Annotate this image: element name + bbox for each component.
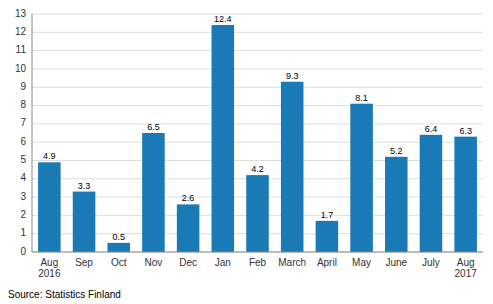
x-tick-label: Sep — [75, 257, 93, 268]
bar — [281, 82, 304, 252]
bar — [212, 25, 235, 252]
data-label: 5.2 — [390, 146, 403, 156]
x-tick-label: April — [317, 257, 337, 268]
y-tick-label: 11 — [16, 44, 27, 55]
grid-line — [32, 252, 483, 253]
bar — [107, 243, 130, 252]
data-labels: 4.9 3.3 0.5 6.5 2.6 12.4 4.2 9.3 1.7 8.1 5.2 6.4 6.3 — [43, 14, 472, 242]
data-label: 12.4 — [214, 14, 232, 24]
bar — [316, 221, 339, 252]
x-tick-label: Feb — [249, 257, 267, 268]
bar — [350, 104, 373, 252]
y-tick-label: 9 — [20, 81, 26, 92]
x-tick-label: Oct — [111, 257, 127, 268]
x-tick-label: Nov — [145, 257, 163, 268]
data-label: 4.9 — [43, 151, 56, 161]
data-label: 6.5 — [147, 122, 160, 132]
y-tick-label: 6 — [20, 136, 26, 147]
y-axis: 012345678910111213 — [15, 8, 27, 257]
page: {"chart_data": {"type": "bar", "categori… — [0, 0, 493, 304]
grid — [32, 14, 483, 252]
x-tick-label: Aug2016 — [38, 257, 61, 279]
x-axis: Aug2016 Sep Oct Nov Dec Jan Feb March April May Ju… — [38, 257, 477, 279]
bar — [246, 175, 269, 252]
grid-line — [32, 14, 483, 15]
grid-line — [32, 50, 483, 51]
x-tick-label: June — [385, 257, 407, 268]
y-tick-label: 13 — [15, 8, 27, 19]
grid-line — [32, 68, 483, 69]
x-tick-label: July — [422, 257, 440, 268]
y-tick-label: 8 — [20, 99, 26, 110]
y-tick-label: 1 — [20, 227, 26, 238]
x-tick-label: March — [278, 257, 306, 268]
x-tick-label: Dec — [179, 257, 197, 268]
grid-line — [32, 123, 483, 124]
grid-line — [32, 160, 483, 161]
y-tick-label: 12 — [15, 26, 27, 37]
data-label: 6.3 — [459, 126, 472, 136]
y-tick-label: 7 — [20, 117, 26, 128]
data-label: 8.1 — [355, 93, 368, 103]
x-tick-label: Aug2017 — [455, 257, 478, 279]
y-tick-label: 2 — [20, 209, 26, 220]
x-tick-label: May — [352, 257, 371, 268]
grid-line — [32, 142, 483, 143]
data-label: 3.3 — [78, 181, 91, 191]
y-axis-line — [32, 14, 33, 252]
bar — [142, 133, 165, 252]
chart-container: 0123456789101112134.93.30.56.52.612.44.2… — [0, 0, 493, 304]
grid-line — [32, 105, 483, 106]
y-tick-label: 5 — [20, 154, 26, 165]
grid-line — [32, 32, 483, 33]
y-tick-label: 4 — [20, 172, 26, 183]
y-tick-label: 3 — [20, 191, 26, 202]
data-label: 1.7 — [321, 210, 334, 220]
bar — [177, 204, 200, 252]
data-label: 0.5 — [112, 232, 125, 242]
x-tick-label: Jan — [215, 257, 231, 268]
bar — [38, 162, 61, 252]
bars — [38, 25, 477, 252]
grid-line — [32, 87, 483, 88]
bar — [385, 157, 408, 252]
chart: 0123456789101112134.93.30.56.52.612.44.2… — [0, 0, 493, 304]
y-tick-label: 0 — [20, 246, 26, 257]
data-label: 6.4 — [425, 124, 438, 134]
data-label: 2.6 — [182, 193, 195, 203]
source-note: Source: Statistics Finland — [8, 289, 121, 300]
bar — [420, 135, 443, 252]
x-axis-line — [32, 252, 483, 253]
data-label: 9.3 — [286, 71, 299, 81]
y-tick-label: 10 — [15, 63, 27, 74]
data-label: 4.2 — [251, 164, 264, 174]
bar — [73, 192, 96, 252]
bar — [454, 137, 477, 252]
